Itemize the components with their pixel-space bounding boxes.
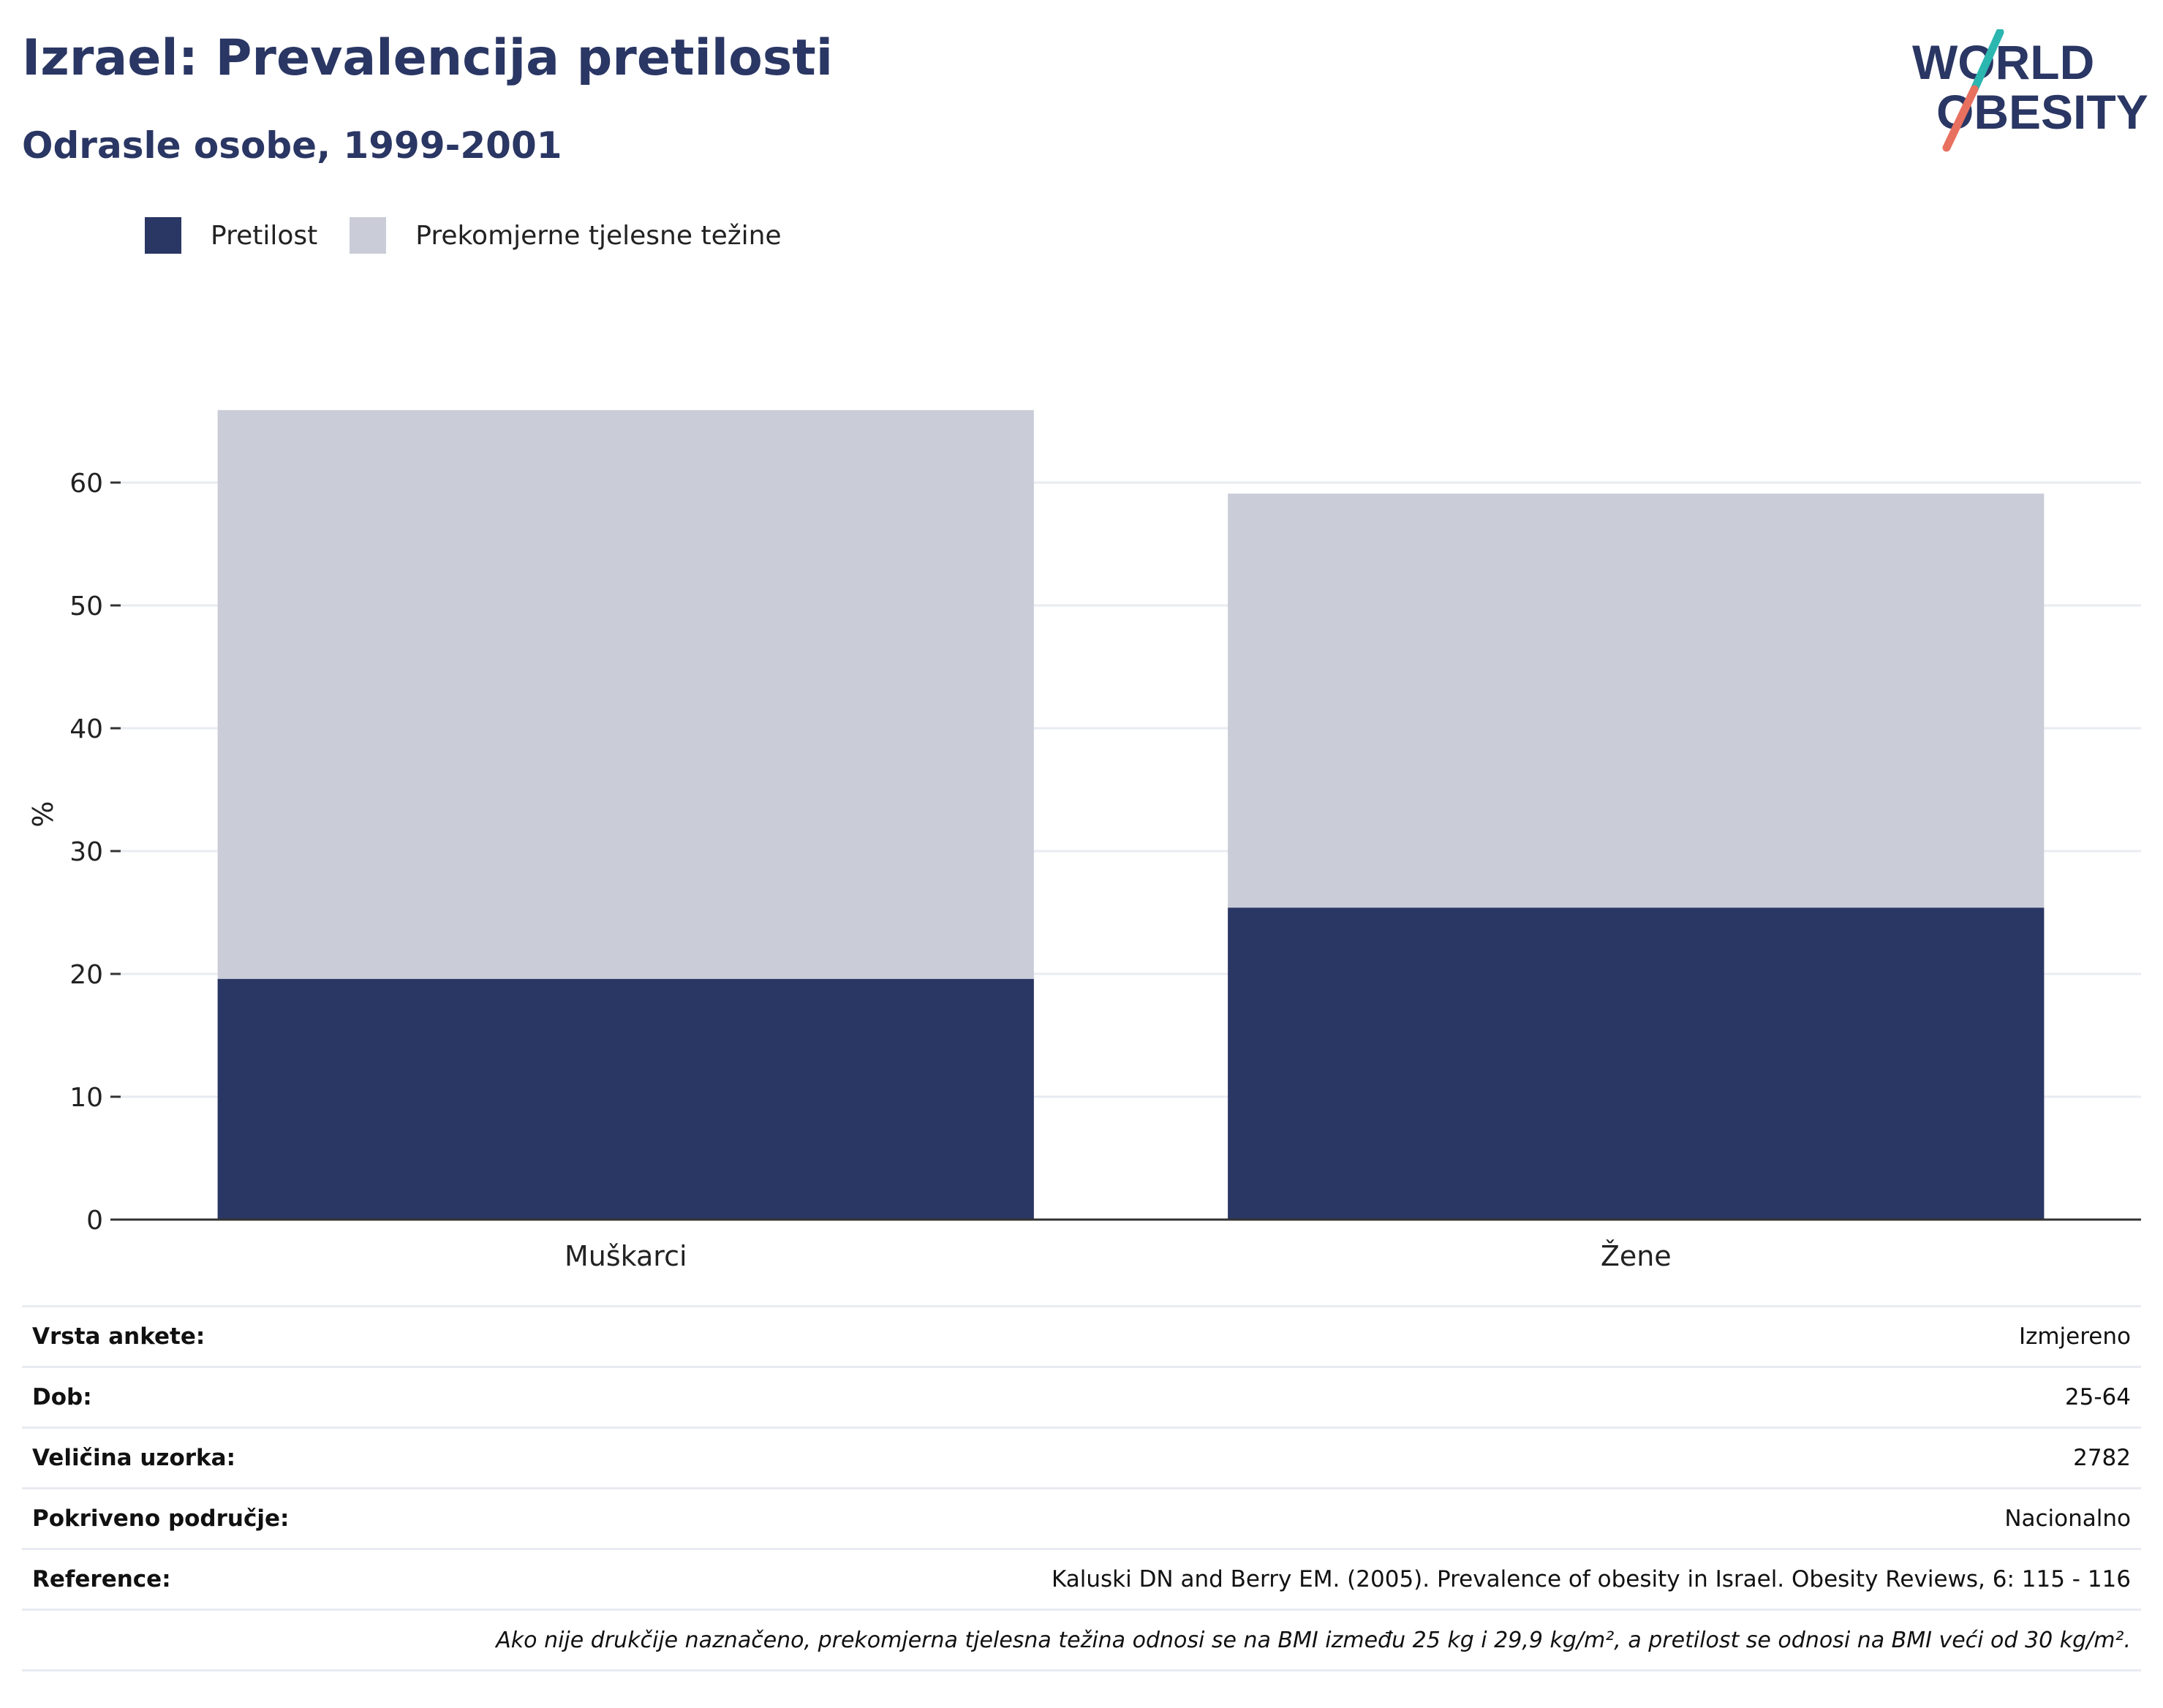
legend-item-overweight: Prekomjerne tjelesne težine	[350, 217, 782, 254]
stacked-bar-chart: 0 10 20 30 40 50 60% Muškarci Žene	[27, 409, 2141, 1272]
age-label: Dob:	[22, 1367, 449, 1429]
coverage-value: Nacionalno	[448, 1488, 2141, 1550]
legend-item-obesity: Pretilost	[145, 217, 317, 254]
sample-size-value: 2782	[448, 1427, 2141, 1489]
table-row: Pokriveno područje: Nacionalno	[22, 1488, 2141, 1550]
bar-overweight	[217, 409, 1034, 979]
bar-overweight	[1228, 494, 2045, 908]
legend-label-obesity: Pretilost	[211, 220, 318, 251]
age-value: 25-64	[448, 1367, 2141, 1429]
sample-size-label: Veličina uzorka:	[22, 1427, 449, 1489]
survey-type-value: Izmjereno	[448, 1305, 2141, 1368]
y-tick-label: 0	[86, 1206, 103, 1236]
chart-legend: Pretilost Prekomjerne tjelesne težine	[145, 216, 814, 254]
y-tick-label: 40	[69, 714, 103, 744]
legend-label-overweight: Prekomjerne tjelesne težine	[415, 220, 782, 251]
y-tick-label: 60	[69, 469, 103, 499]
table-row: Veličina uzorka: 2782	[22, 1427, 2141, 1489]
table-row: Reference: Kaluski DN and Berry EM. (200…	[22, 1549, 2141, 1611]
legend-swatch-obesity	[145, 217, 181, 254]
bar-obesity	[1228, 907, 2045, 1220]
reference-value: Kaluski DN and Berry EM. (2005). Prevale…	[448, 1549, 2141, 1611]
coverage-label: Pokriveno područje:	[22, 1488, 449, 1550]
survey-type-label: Vrsta ankete:	[22, 1305, 449, 1368]
y-tick-label: 30	[69, 837, 103, 867]
table-row: Dob: 25-64	[22, 1367, 2141, 1429]
logo-line-1: WORLD	[1912, 35, 2094, 89]
world-obesity-logo: WORLD OBESITY	[1912, 29, 2148, 152]
definition-footnote: Ako nije drukčije naznačeno, prekomjerna…	[22, 1609, 2141, 1671]
y-tick-label: 10	[69, 1083, 103, 1113]
chart-title: Izrael: Prevalencija pretilosti	[22, 29, 834, 87]
x-tick-label: Žene	[1601, 1240, 1672, 1272]
logo-slash-coral	[1942, 85, 1979, 152]
y-tick-label: 20	[69, 960, 103, 990]
y-tick-label: 50	[69, 592, 103, 621]
reference-label: Reference:	[22, 1549, 449, 1611]
table-row: Vrsta ankete: Izmjereno	[22, 1305, 2141, 1368]
legend-swatch-overweight	[350, 217, 387, 254]
bar-obesity	[217, 978, 1034, 1220]
table-row: Ako nije drukčije naznačeno, prekomjerna…	[22, 1609, 2141, 1671]
chart-subtitle: Odrasle osobe, 1999-2001	[22, 124, 562, 167]
y-axis-label: %	[27, 801, 59, 828]
logo-slash-teal	[1970, 29, 2004, 94]
x-tick-label: Muškarci	[565, 1240, 687, 1272]
survey-info-table: Vrsta ankete: Izmjereno Dob: 25-64 Velič…	[22, 1305, 2141, 1671]
